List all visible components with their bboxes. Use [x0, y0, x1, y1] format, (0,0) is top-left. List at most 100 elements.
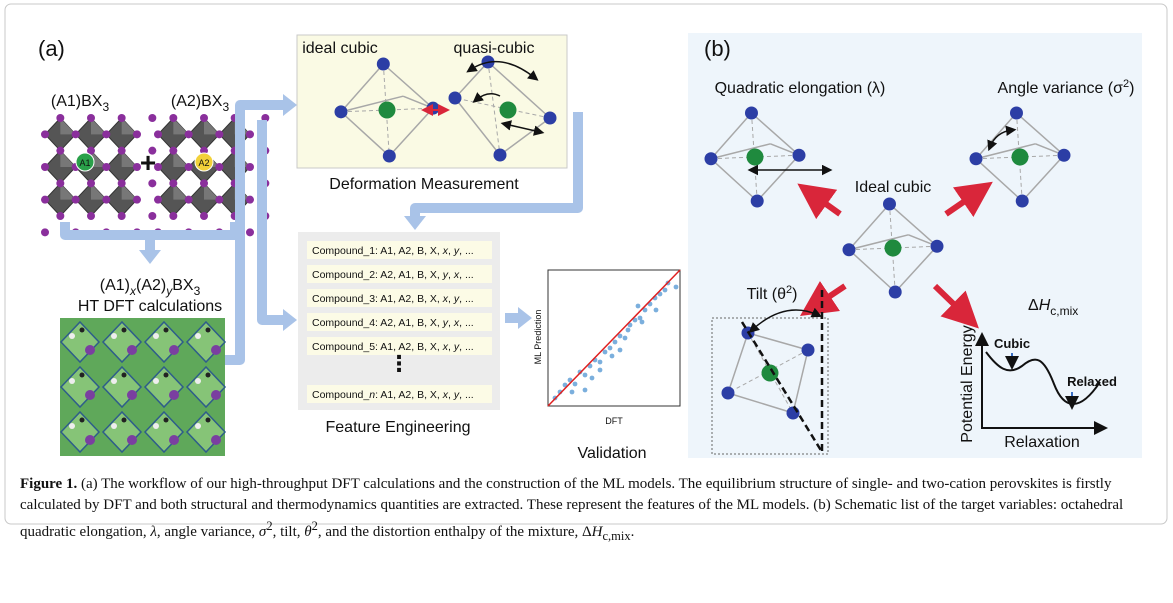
sample-dot — [583, 388, 588, 393]
formula: (A2)BX3 — [171, 93, 230, 114]
sample-dot — [626, 328, 631, 333]
caption-math: θ — [304, 524, 311, 540]
row-part: Compound_3: A1, A2, B, X, — [312, 293, 443, 305]
sample-dot — [663, 288, 668, 293]
sample-dot — [590, 376, 595, 381]
vertex-atom — [427, 102, 440, 115]
vertex-atom — [1010, 107, 1023, 120]
vertex-atom — [705, 152, 718, 165]
arrow-head — [139, 250, 161, 264]
sample-dot — [654, 308, 659, 313]
atom — [185, 196, 193, 204]
atom — [72, 196, 80, 204]
arrow-head — [404, 216, 426, 230]
vertex-atom — [494, 149, 507, 162]
formula: (A1)BX3 — [51, 93, 110, 114]
sample-dot — [573, 382, 578, 387]
atom — [215, 163, 223, 171]
flow-arrow — [262, 120, 283, 320]
row-part: Compound_5: A1, A2, B, X, — [312, 341, 443, 353]
atom — [195, 423, 201, 429]
vertex-atom — [843, 243, 856, 256]
vertex-atom — [883, 198, 896, 211]
vertex-atom — [802, 344, 815, 357]
arrow-head — [283, 94, 297, 116]
atom — [246, 163, 254, 171]
ellipsis: ⋮ — [388, 351, 410, 376]
atom — [215, 196, 223, 204]
sample-dot — [603, 350, 608, 355]
atom — [127, 435, 137, 445]
feature-row-text: Compound_3: A1, A2, B, X, x, y, ... — [312, 293, 474, 305]
target-label: Quadratic elongation (λ) — [715, 80, 886, 97]
row-part: , ... — [459, 389, 474, 401]
atom — [122, 418, 127, 423]
formula: (A1)x(A2)yBX3 — [100, 277, 201, 298]
row-part: Compound_ — [312, 389, 369, 401]
sample-dot — [608, 346, 613, 351]
atom — [169, 212, 177, 220]
center-atom — [885, 240, 902, 257]
atom — [206, 373, 211, 378]
row-part: , ... — [459, 245, 474, 257]
caption-math: c,mix — [602, 529, 630, 543]
vertex-atom — [889, 286, 902, 299]
atom — [211, 345, 221, 355]
atom — [133, 196, 141, 204]
caption-label: Figure 1. — [20, 476, 77, 492]
row-part: , ... — [459, 293, 474, 305]
atom — [111, 378, 117, 384]
axis-label: ML Prediction — [533, 310, 543, 365]
center-atom — [379, 102, 396, 119]
atom — [185, 163, 193, 171]
sample-dot — [623, 336, 628, 341]
atom — [102, 130, 110, 138]
atom — [56, 179, 64, 187]
sample-dot — [636, 304, 641, 309]
arrow-head — [518, 307, 532, 329]
sample-dot — [598, 360, 603, 365]
vertex-atom — [931, 240, 944, 253]
state-label: Cubic — [994, 336, 1030, 351]
sample-dot — [570, 390, 575, 395]
atom — [122, 328, 127, 333]
sample-dot — [640, 320, 645, 325]
atom — [200, 179, 208, 187]
vertex-atom — [1058, 149, 1071, 162]
caption-text: , tilt, — [273, 524, 305, 540]
sample-dot — [613, 340, 618, 345]
atom — [153, 333, 159, 339]
atom — [153, 378, 159, 384]
atom — [169, 114, 177, 122]
vertex-atom — [1016, 195, 1029, 208]
atom — [169, 345, 179, 355]
atom — [56, 114, 64, 122]
atom — [200, 212, 208, 220]
atom — [195, 333, 201, 339]
row-part: Compound_2: A2, A1, B, X, — [312, 269, 443, 281]
atom — [122, 373, 127, 378]
site-label: A2 — [198, 158, 209, 168]
vertex-atom — [751, 195, 764, 208]
axis-label: Potential Energy — [959, 325, 976, 442]
atom — [246, 196, 254, 204]
sample-dot — [583, 373, 588, 378]
atom — [169, 179, 177, 187]
target-label: Angle variance (σ2) — [998, 78, 1135, 97]
vertex-atom — [970, 152, 983, 165]
atom — [56, 212, 64, 220]
vertex-atom — [793, 149, 806, 162]
axis-label: DFT — [605, 416, 623, 426]
atom — [80, 328, 85, 333]
row-part: Compound_1: A1, A2, B, X, — [312, 245, 443, 257]
ideal-label: ideal cubic — [302, 40, 378, 57]
axis-label: Relaxation — [1004, 434, 1080, 451]
atom — [154, 130, 162, 138]
page: { "panel_a": { "label": "(a)", "formula_… — [0, 0, 1173, 603]
atom — [87, 179, 95, 187]
atom — [102, 163, 110, 171]
vertex-atom — [335, 105, 348, 118]
vertex-atom — [787, 407, 800, 420]
atom — [85, 390, 95, 400]
atom — [246, 130, 254, 138]
